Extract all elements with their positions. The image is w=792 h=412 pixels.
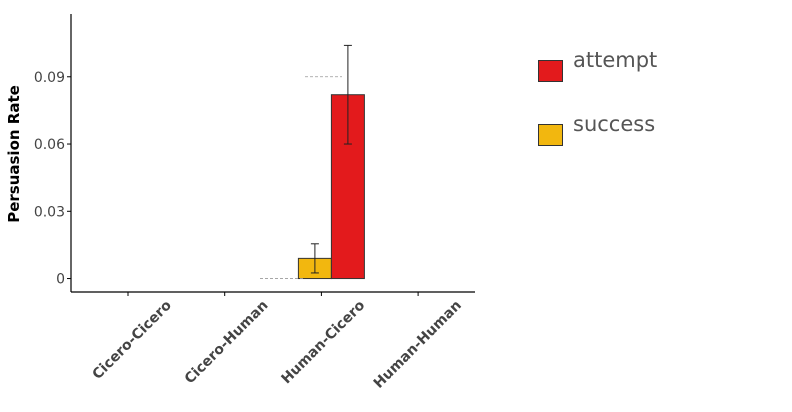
x-tick-label: Human-Cicero [279,297,369,387]
legend-swatch-success [538,124,563,146]
x-tick-label: Human-Human [371,298,465,392]
y-tick-label: 0 [56,272,65,288]
legend-swatch-attempt [538,60,563,82]
x-tick-label: Cicero-Cicero [90,297,176,383]
y-axis-label: Persuasion Rate [5,85,23,223]
y-tick-label: 0.09 [34,70,65,86]
legend-item-attempt: attempt [538,48,738,82]
legend-label-success: success [573,112,656,136]
legend-label-attempt: attempt [573,48,658,72]
x-tick-label: Cicero-Human [182,298,272,388]
legend-item-success: success [538,112,738,146]
y-tick-label: 0.06 [34,137,65,153]
y-tick-label: 0.03 [34,204,65,220]
